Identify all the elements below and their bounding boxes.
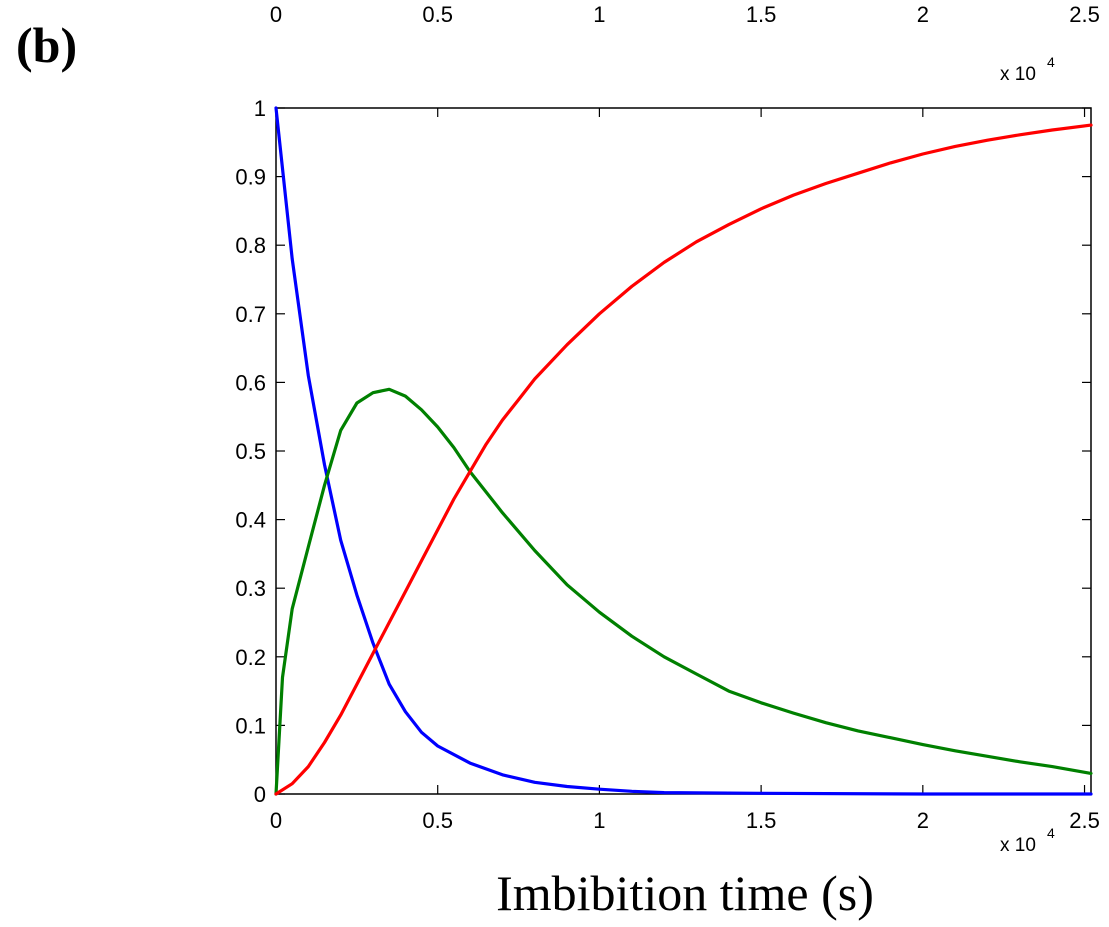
series-line-1 — [274, 106, 1093, 796]
top-axis-tick-label: 2.5 — [1069, 2, 1100, 27]
x-tick-label: 2.5 — [1069, 808, 1100, 833]
top-axis-exponent-base: x 10 — [1000, 64, 1036, 85]
y-tick-label: 0.7 — [235, 302, 266, 327]
x-tick-label: 0.5 — [422, 808, 453, 833]
y-tick-label: 0.6 — [235, 370, 266, 395]
top-axis-tick-label: 0 — [270, 2, 282, 27]
top-axis-tick-label: 0.5 — [422, 2, 453, 27]
x-axis-exponent-base: x 10 — [1000, 835, 1036, 856]
x-tick-label: 2 — [917, 808, 929, 833]
x-axis-exponent-power: 4 — [1047, 825, 1055, 841]
axis-ticks — [275, 107, 1091, 795]
x-tick-label: 1.5 — [746, 808, 777, 833]
top-axis-exponent-power: 4 — [1047, 54, 1055, 70]
y-tick-label: 0.9 — [235, 165, 266, 190]
x-axis-label: Imbibition time (s) — [496, 865, 874, 921]
x-tick-label: 0 — [270, 808, 282, 833]
axis-tick-labels: 0 0.5 1 1.5 2 2.5 0 0.1 0.2 0.3 0.4 0.5 0.6 0.7 0.8 0.9… — [235, 96, 1099, 833]
top-axis-tick-label: 2 — [917, 2, 929, 27]
panel-label: (b) — [16, 17, 77, 73]
y-tick-label: 0.5 — [235, 439, 266, 464]
y-tick-label: 0.3 — [235, 576, 266, 601]
series-line-2 — [274, 387, 1093, 796]
series-line-3 — [274, 123, 1093, 796]
top-axis-tick-label: 1 — [593, 2, 605, 27]
y-tick-label: 0.8 — [235, 233, 266, 258]
y-tick-label: 0.1 — [235, 713, 266, 738]
y-tick-label: 0 — [254, 782, 266, 807]
series-group — [274, 106, 1093, 796]
y-tick-label: 1 — [254, 96, 266, 121]
y-tick-label: 0.2 — [235, 645, 266, 670]
x-tick-label: 1 — [593, 808, 605, 833]
top-axis-tick-label: 1.5 — [746, 2, 777, 27]
top-axis-remnant: 0 0.5 1 1.5 2 2.5 — [270, 2, 1100, 27]
y-tick-label: 0.4 — [235, 508, 266, 533]
plot-frame — [275, 107, 1092, 795]
